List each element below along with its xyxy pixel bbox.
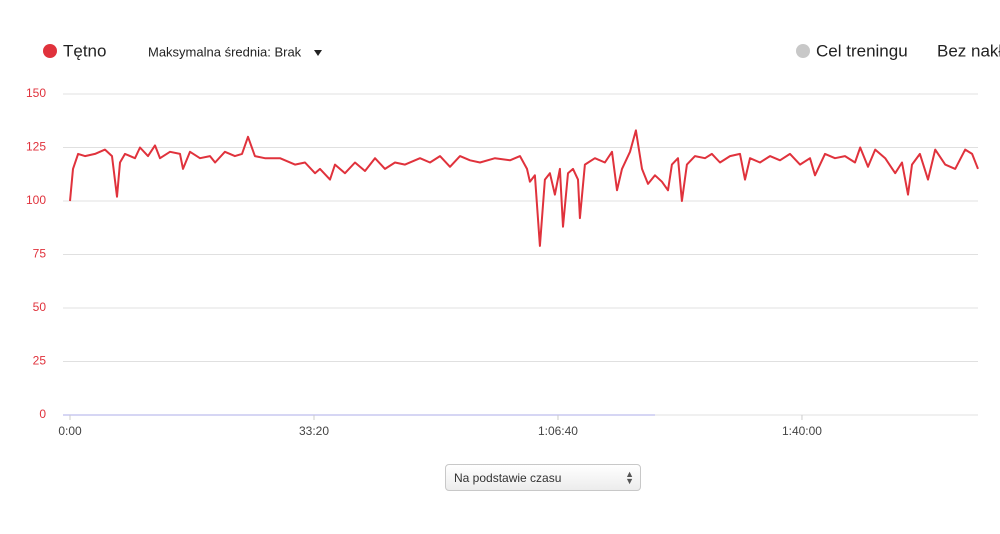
dropdown-arrow — [314, 50, 322, 56]
heart-rate-line — [69, 129, 979, 247]
x-tick-label: 1:40:00 — [782, 424, 822, 438]
y-tick-label: 150 — [26, 86, 46, 100]
y-tick-label: 0 — [39, 407, 46, 421]
basis-label: Na podstawie czasu — [454, 471, 562, 485]
target-label[interactable]: Cel treningu — [816, 41, 908, 60]
select-arrow: ▲ ▼ — [625, 469, 634, 486]
legend-label[interactable]: Tętno — [63, 41, 106, 60]
y-tick-label: 50 — [33, 300, 47, 314]
x-tick-label: 1:06:40 — [538, 424, 578, 438]
y-tick-label: 125 — [26, 140, 46, 154]
x-tick-label: 0:00 — [58, 424, 82, 438]
target-value: Bez nakł — [937, 41, 1000, 60]
target-swatch — [796, 44, 810, 58]
x-tick-label: 33:20 — [299, 424, 329, 438]
y-tick-label: 75 — [33, 247, 47, 261]
y-tick-label: 25 — [33, 354, 47, 368]
y-tick-label: 100 — [26, 193, 46, 207]
basis-select[interactable]: Na podstawie czasu ▲ ▼ — [445, 464, 641, 491]
legend-swatch — [43, 44, 57, 58]
average-selector[interactable]: Maksymalna średnia: Brak — [148, 44, 302, 59]
